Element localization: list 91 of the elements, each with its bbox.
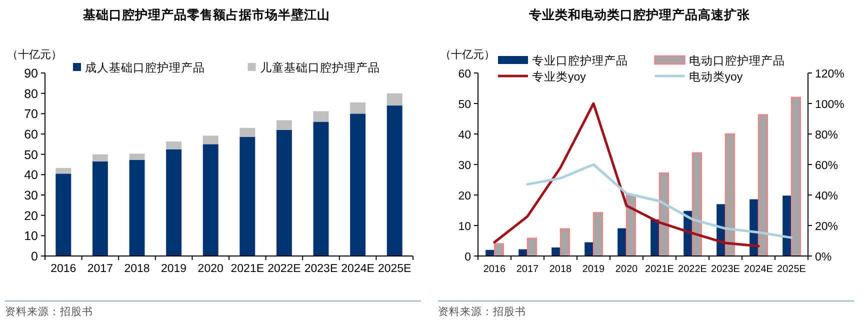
x-tick-label: 2020 — [198, 263, 224, 275]
y-tick-label: 70 — [24, 107, 38, 122]
bar — [560, 228, 570, 257]
y2-tick-label: 0% — [815, 252, 832, 264]
x-tick-label: 2020 — [615, 264, 638, 275]
x-tick-label: 2022E — [678, 264, 708, 275]
y2-tick-label: 100% — [815, 99, 844, 111]
x-tick-label: 2017 — [516, 264, 540, 275]
y-tick-label: 50 — [458, 99, 471, 111]
bar — [56, 174, 72, 256]
y2-tick-label: 40% — [815, 190, 838, 202]
x-tick-label: 2025E — [777, 264, 806, 275]
line-series — [526, 163, 793, 239]
x-tick-label: 2019 — [161, 263, 187, 275]
y-tick-label: 60 — [24, 128, 38, 142]
legend-label: 专业类yoy — [532, 70, 586, 84]
y-tick-label: 0 — [464, 252, 471, 264]
bar — [526, 238, 538, 257]
bar — [790, 96, 802, 257]
x-tick-label: 2017 — [87, 263, 113, 275]
legend-label: 专业口腔护理产品 — [532, 54, 628, 68]
y-tick-label: 10 — [458, 221, 471, 233]
bar — [92, 161, 108, 256]
y2-tick-label: 120% — [815, 68, 844, 80]
y-tick-label: 90 — [24, 66, 38, 80]
x-tick-label: 2025E — [378, 263, 412, 275]
bar — [692, 152, 702, 257]
bar — [166, 149, 182, 256]
bar — [758, 114, 768, 257]
y-tick-label: 30 — [458, 160, 471, 172]
x-tick-label: 2024E — [341, 263, 375, 275]
x-tick-label: 2024E — [744, 264, 774, 275]
x-tick-label: 2018 — [549, 264, 572, 275]
bar — [276, 120, 292, 130]
y-tick-label: 40 — [24, 168, 38, 182]
x-tick-label: 2022E — [268, 263, 302, 275]
y2-tick-label: 60% — [815, 160, 838, 172]
x-tick-label: 2021E — [230, 263, 264, 275]
y-tick-label: 40 — [458, 130, 471, 142]
bar — [56, 168, 72, 174]
bar — [618, 228, 626, 256]
y-tick-label: 30 — [24, 188, 38, 202]
text: 资料来源：招股书 — [5, 305, 93, 318]
bar — [276, 130, 292, 256]
chart-title: 专业类和电动类口腔护理产品高速扩张 — [528, 7, 751, 22]
bar — [626, 194, 636, 257]
legend-label: 电动口腔护理产品 — [688, 54, 785, 68]
bar — [584, 242, 594, 256]
chart-title: 基础口腔护理产品零售额占据市场半壁江山 — [82, 7, 330, 22]
y-axis-title: （十亿元） — [7, 48, 62, 61]
bar — [350, 114, 366, 256]
bar — [782, 196, 792, 256]
x-tick-label: 2023E — [711, 264, 740, 275]
y-tick-label: 20 — [24, 208, 38, 223]
x-tick-label: 2016 — [483, 264, 506, 275]
legend-label: 电动类yoy — [688, 70, 743, 84]
y-tick-label: 80 — [24, 86, 38, 101]
bar — [240, 128, 256, 137]
bar — [724, 133, 736, 257]
bar — [202, 144, 218, 256]
bar — [313, 111, 329, 122]
y-tick-label: 60 — [458, 68, 471, 80]
bar — [658, 172, 670, 257]
bar — [129, 160, 145, 256]
bar — [202, 136, 218, 144]
legend-label: 儿童基础口腔护理产品 — [260, 60, 380, 74]
y-tick-label: 10 — [24, 229, 38, 244]
y-tick-label: 20 — [458, 190, 471, 202]
x-tick-label: 2023E — [304, 263, 338, 275]
y-tick-label: 50 — [24, 148, 38, 162]
bar — [240, 136, 256, 256]
x-tick-label: 2018 — [124, 263, 150, 275]
legend-label: 成人基础口腔护理产品 — [85, 60, 205, 74]
y2-tick-label: 20% — [815, 221, 838, 233]
bar — [386, 106, 402, 256]
bar — [494, 243, 504, 257]
bar — [92, 154, 108, 162]
x-tick-label: 2021E — [645, 264, 674, 275]
bar — [386, 93, 402, 106]
bar — [166, 142, 182, 150]
y-tick-label: 0 — [31, 250, 38, 264]
x-tick-label: 2019 — [582, 264, 606, 275]
bar — [350, 102, 366, 114]
y-axis-title: （十亿元） — [440, 48, 495, 61]
bar — [313, 122, 329, 256]
text: 资料来源：招股书 — [438, 305, 526, 318]
line-series — [493, 102, 760, 248]
x-tick-label: 2016 — [50, 263, 76, 275]
bar — [129, 154, 145, 160]
bar — [592, 212, 604, 257]
y2-tick-label: 80% — [815, 130, 838, 142]
